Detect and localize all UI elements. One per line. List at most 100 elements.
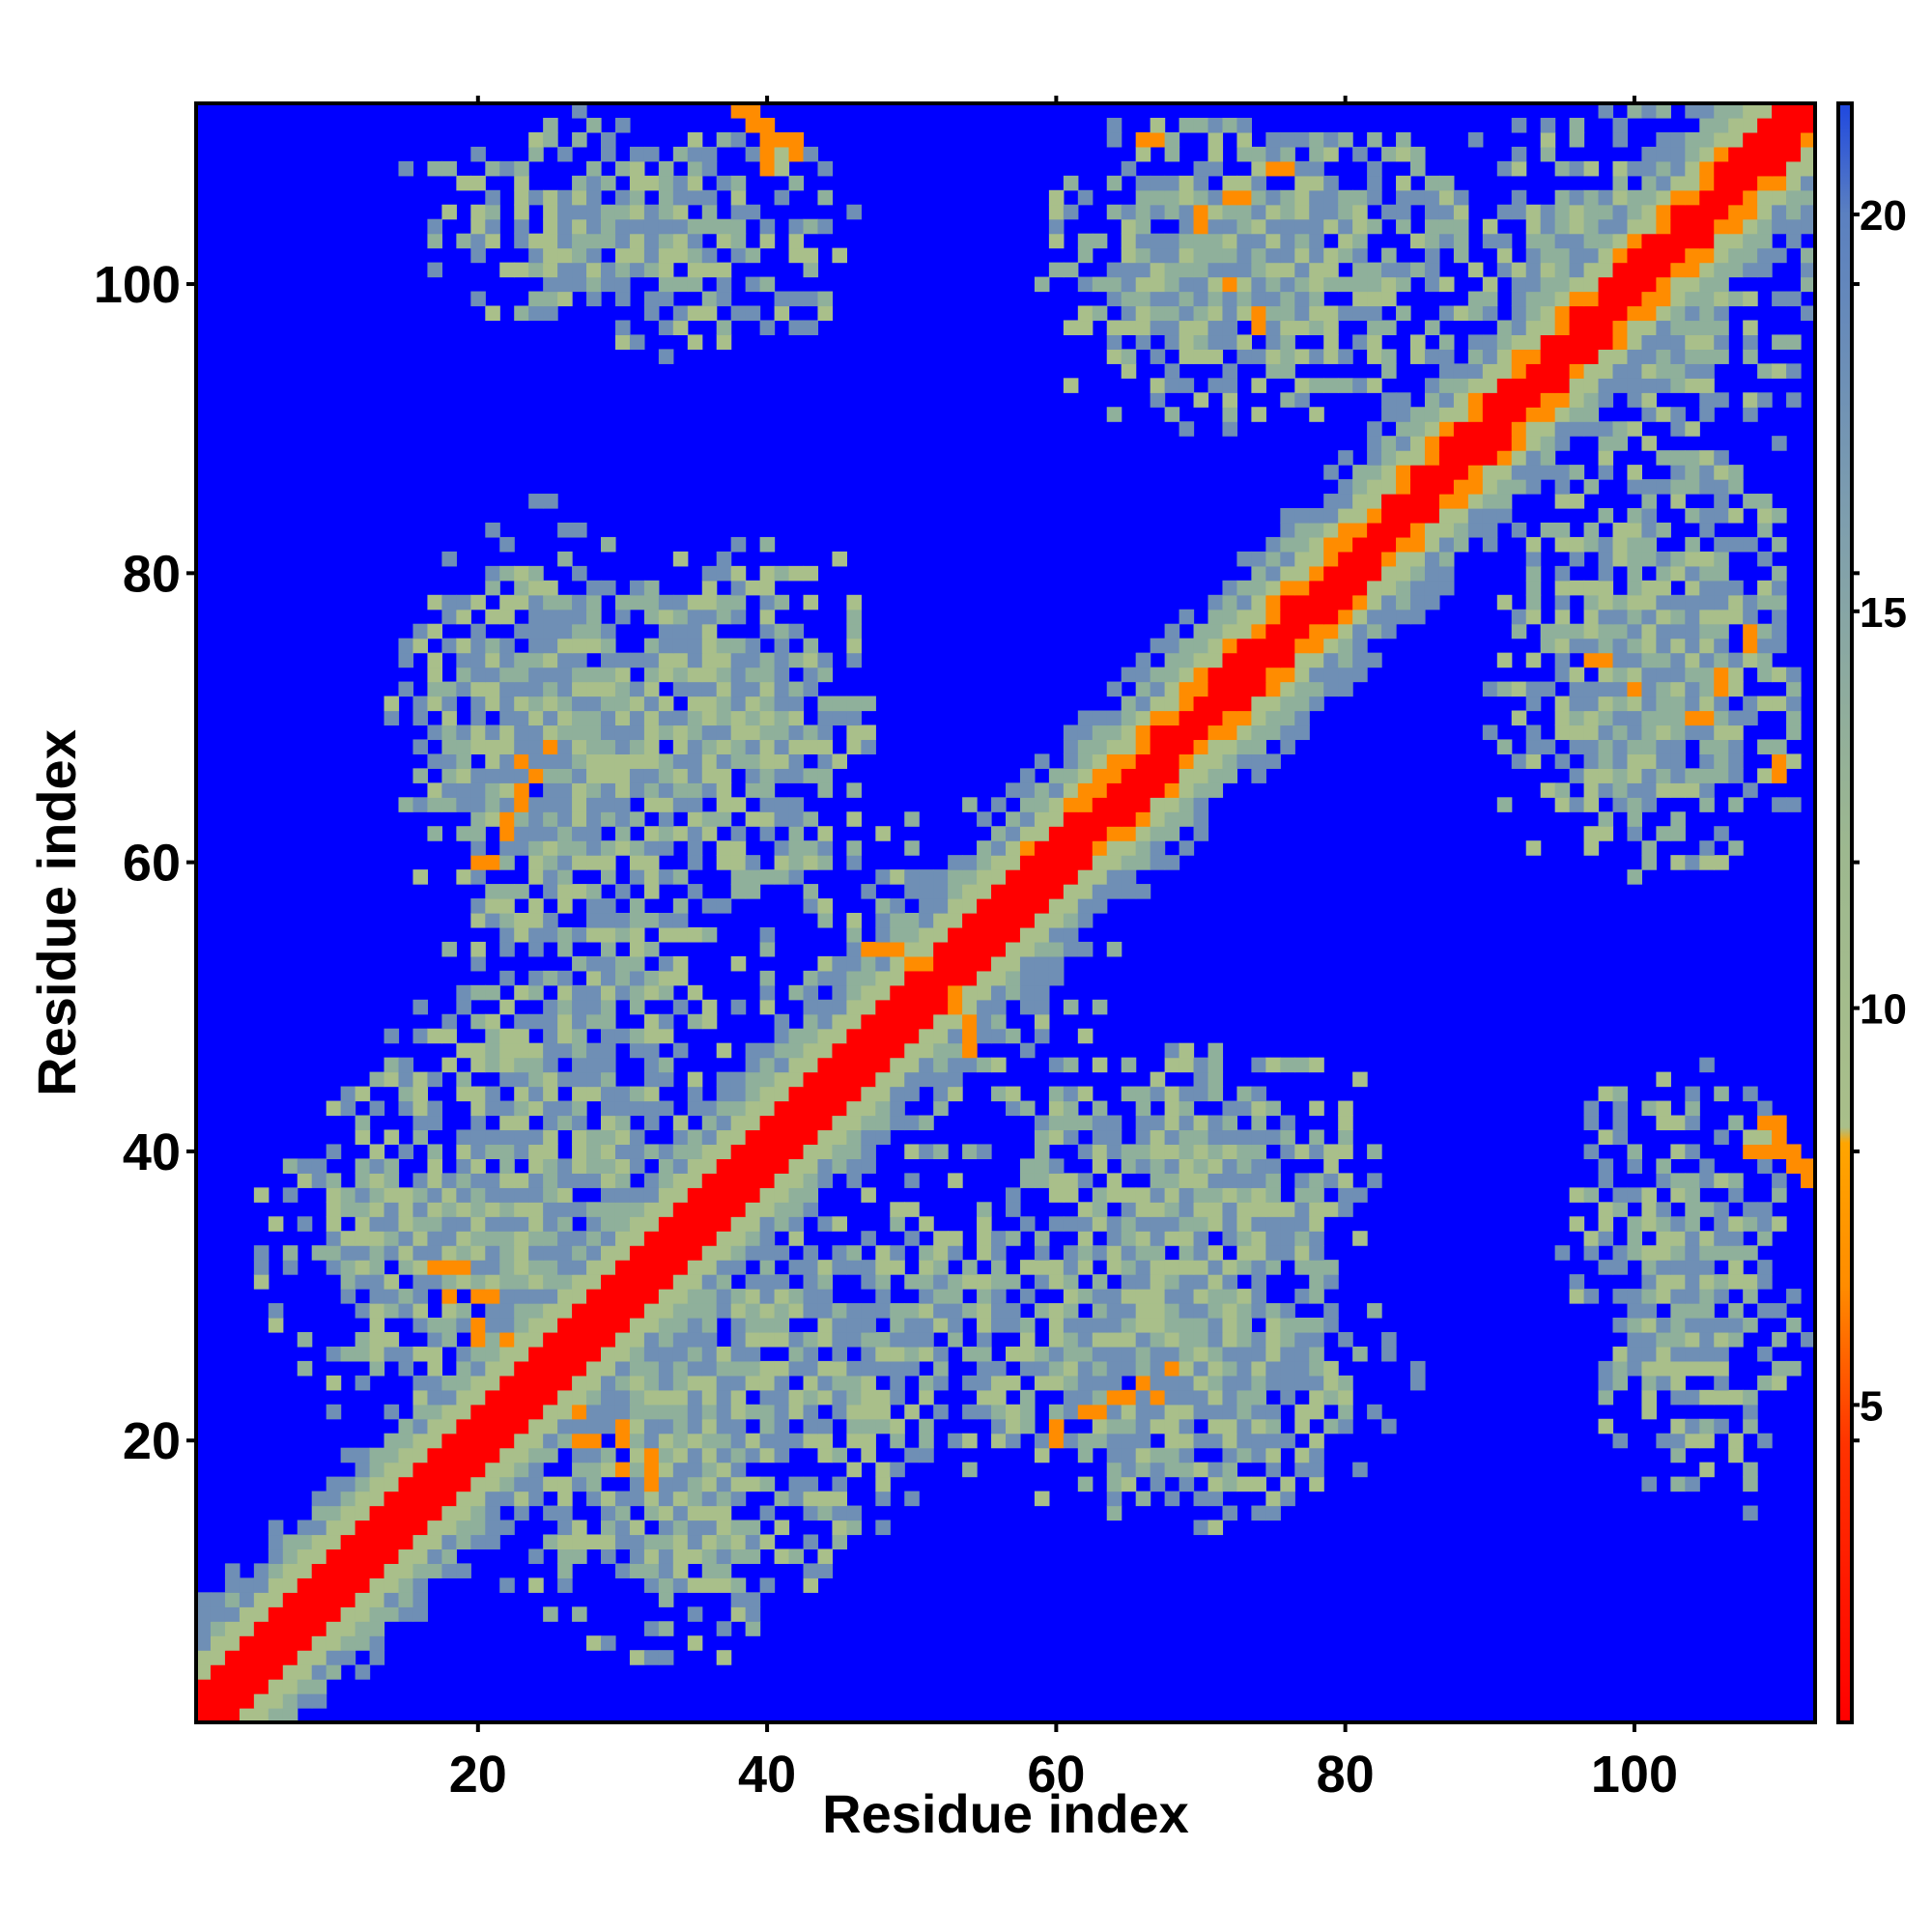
heatmap-cell <box>1525 724 1542 741</box>
heatmap-cell <box>557 681 573 697</box>
heatmap-cell <box>499 811 515 827</box>
heatmap-cell <box>1699 117 1715 133</box>
heatmap-cell <box>485 233 500 249</box>
heatmap-cell <box>456 1563 471 1578</box>
heatmap-cell <box>933 999 949 1015</box>
heatmap-cell <box>470 1158 486 1174</box>
heatmap-cell <box>586 1447 602 1463</box>
heatmap-cell <box>543 1331 558 1348</box>
heatmap-cell <box>1135 320 1151 336</box>
heatmap-cell <box>817 739 834 754</box>
heatmap-cell <box>1641 1389 1657 1406</box>
heatmap-cell <box>543 1245 558 1261</box>
heatmap-cell <box>1106 811 1122 827</box>
heatmap-cell <box>1150 1173 1166 1188</box>
heatmap-cell <box>1309 175 1324 191</box>
heatmap-cell <box>485 1375 500 1391</box>
heatmap-cell <box>1699 580 1715 596</box>
heatmap-cell <box>643 667 660 683</box>
heatmap-cell <box>1193 1158 1209 1174</box>
heatmap-cell <box>1048 970 1065 986</box>
heatmap-cell <box>817 724 834 741</box>
heatmap-cell <box>701 305 718 322</box>
heatmap-cell <box>1077 233 1094 249</box>
heatmap-cell <box>282 1693 298 1709</box>
heatmap-cell <box>601 1158 616 1174</box>
heatmap-cell <box>629 652 645 668</box>
heatmap-cell <box>1092 753 1108 769</box>
heatmap-cell <box>514 565 529 582</box>
heatmap-cell <box>528 1462 544 1478</box>
heatmap-cell <box>774 594 790 611</box>
heatmap-cell <box>701 565 718 582</box>
heatmap-cell <box>572 797 587 812</box>
heatmap-cell <box>355 1563 371 1578</box>
heatmap-cell <box>1280 305 1295 322</box>
heatmap-cell <box>1048 1318 1065 1333</box>
heatmap-cell <box>1627 1303 1643 1319</box>
heatmap-cell <box>384 1173 400 1188</box>
heatmap-cell <box>1193 247 1209 264</box>
heatmap-cell <box>557 1331 573 1348</box>
heatmap-cell <box>730 609 747 625</box>
heatmap-cell <box>1106 131 1122 148</box>
heatmap-cell <box>919 1057 934 1073</box>
heatmap-cell <box>1236 1202 1252 1217</box>
heatmap-cell <box>384 1534 400 1550</box>
heatmap-cell <box>716 233 732 249</box>
heatmap-cell <box>1496 320 1513 336</box>
heatmap-cell <box>1583 1231 1600 1246</box>
heatmap-cell <box>441 1303 457 1319</box>
heatmap-cell <box>514 782 529 798</box>
heatmap-cell <box>1424 392 1440 408</box>
heatmap-cell <box>1251 724 1266 741</box>
heatmap-cell <box>601 204 616 220</box>
heatmap-cell <box>1482 407 1498 422</box>
heatmap-cell <box>730 1115 747 1131</box>
heatmap-cell <box>1034 840 1050 856</box>
heatmap-cell <box>268 1534 284 1550</box>
heatmap-cell <box>643 204 660 220</box>
y-axis-title: Residue index <box>26 729 87 1096</box>
heatmap-cell <box>326 1100 342 1117</box>
heatmap-cell <box>1265 146 1281 162</box>
heatmap-cell <box>557 189 573 206</box>
heatmap-cell <box>672 320 689 336</box>
heatmap-cell <box>933 1274 949 1290</box>
heatmap-cell <box>730 1245 747 1261</box>
heatmap-cell <box>1496 436 1513 451</box>
heatmap-cell <box>1786 189 1802 206</box>
heatmap-cell <box>1063 1086 1079 1102</box>
heatmap-cell <box>1685 782 1700 798</box>
heatmap-cell <box>1670 667 1686 683</box>
heatmap-cell <box>788 1173 805 1188</box>
heatmap-cell <box>1714 349 1729 364</box>
heatmap-cell <box>1164 797 1180 812</box>
heatmap-cell <box>832 1028 847 1044</box>
heatmap-cell <box>1309 320 1324 336</box>
heatmap-cell <box>1453 407 1469 422</box>
heatmap-cell <box>1583 363 1600 379</box>
heatmap-cell <box>629 1158 645 1174</box>
heatmap-cell <box>1772 117 1787 133</box>
heatmap-cell <box>1309 638 1324 654</box>
heatmap-cell <box>1135 724 1151 741</box>
heatmap-cell <box>1685 551 1700 567</box>
heatmap-cell <box>1627 1216 1643 1232</box>
heatmap-cell <box>311 1592 327 1607</box>
heatmap-cell <box>1801 189 1816 206</box>
heatmap-cell <box>1540 204 1556 220</box>
heatmap-cell <box>1496 407 1513 422</box>
heatmap-cell <box>687 753 703 769</box>
heatmap-cell <box>1208 218 1224 235</box>
heatmap-cell <box>716 1144 732 1159</box>
heatmap-cell <box>1540 291 1556 307</box>
heatmap-cell <box>1801 175 1816 191</box>
heatmap-cell <box>1150 1202 1166 1217</box>
heatmap-cell <box>557 1028 573 1044</box>
heatmap-cell <box>1208 782 1224 798</box>
heatmap-cell <box>1135 204 1151 220</box>
heatmap-cell <box>485 1346 500 1362</box>
heatmap-cell <box>716 1491 732 1507</box>
heatmap-cell <box>557 1173 573 1188</box>
